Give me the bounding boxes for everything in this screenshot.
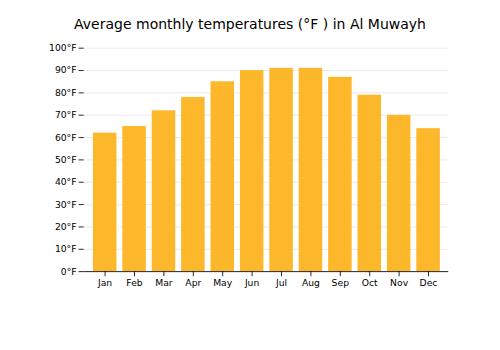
- svg-text:70°F: 70°F: [55, 109, 77, 120]
- svg-text:Jan: Jan: [97, 277, 112, 288]
- svg-text:Dec: Dec: [420, 277, 438, 288]
- svg-text:90°F: 90°F: [55, 64, 77, 75]
- svg-text:20°F: 20°F: [55, 221, 77, 232]
- html-text:Average monthly temperatures (: Average monthly temperatures (°F ) in Al…: [74, 16, 426, 32]
- svg-text:Oct: Oct: [362, 277, 378, 288]
- svg-text:80°F: 80°F: [55, 87, 77, 98]
- svg-text:40°F: 40°F: [55, 176, 77, 187]
- svg-text:30°F: 30°F: [55, 199, 77, 210]
- svg-text:Sep: Sep: [332, 277, 350, 288]
- svg-text:Apr: Apr: [185, 277, 201, 288]
- svg-text:Jun: Jun: [244, 277, 260, 288]
- svg-text:Aug: Aug: [302, 277, 320, 288]
- svg-text:Nov: Nov: [390, 277, 409, 288]
- svg-text:Feb: Feb: [126, 277, 142, 288]
- svg-text:Jul: Jul: [275, 277, 287, 288]
- svg-text:60°F: 60°F: [55, 132, 77, 143]
- svg-text:May: May: [213, 277, 233, 288]
- svg-text:Mar: Mar: [155, 277, 173, 288]
- svg-text:10°F: 10°F: [55, 243, 77, 254]
- svg-text:100°F: 100°F: [49, 42, 77, 53]
- svg-text:50°F: 50°F: [55, 154, 77, 165]
- svg-text:0°F: 0°F: [61, 266, 77, 277]
